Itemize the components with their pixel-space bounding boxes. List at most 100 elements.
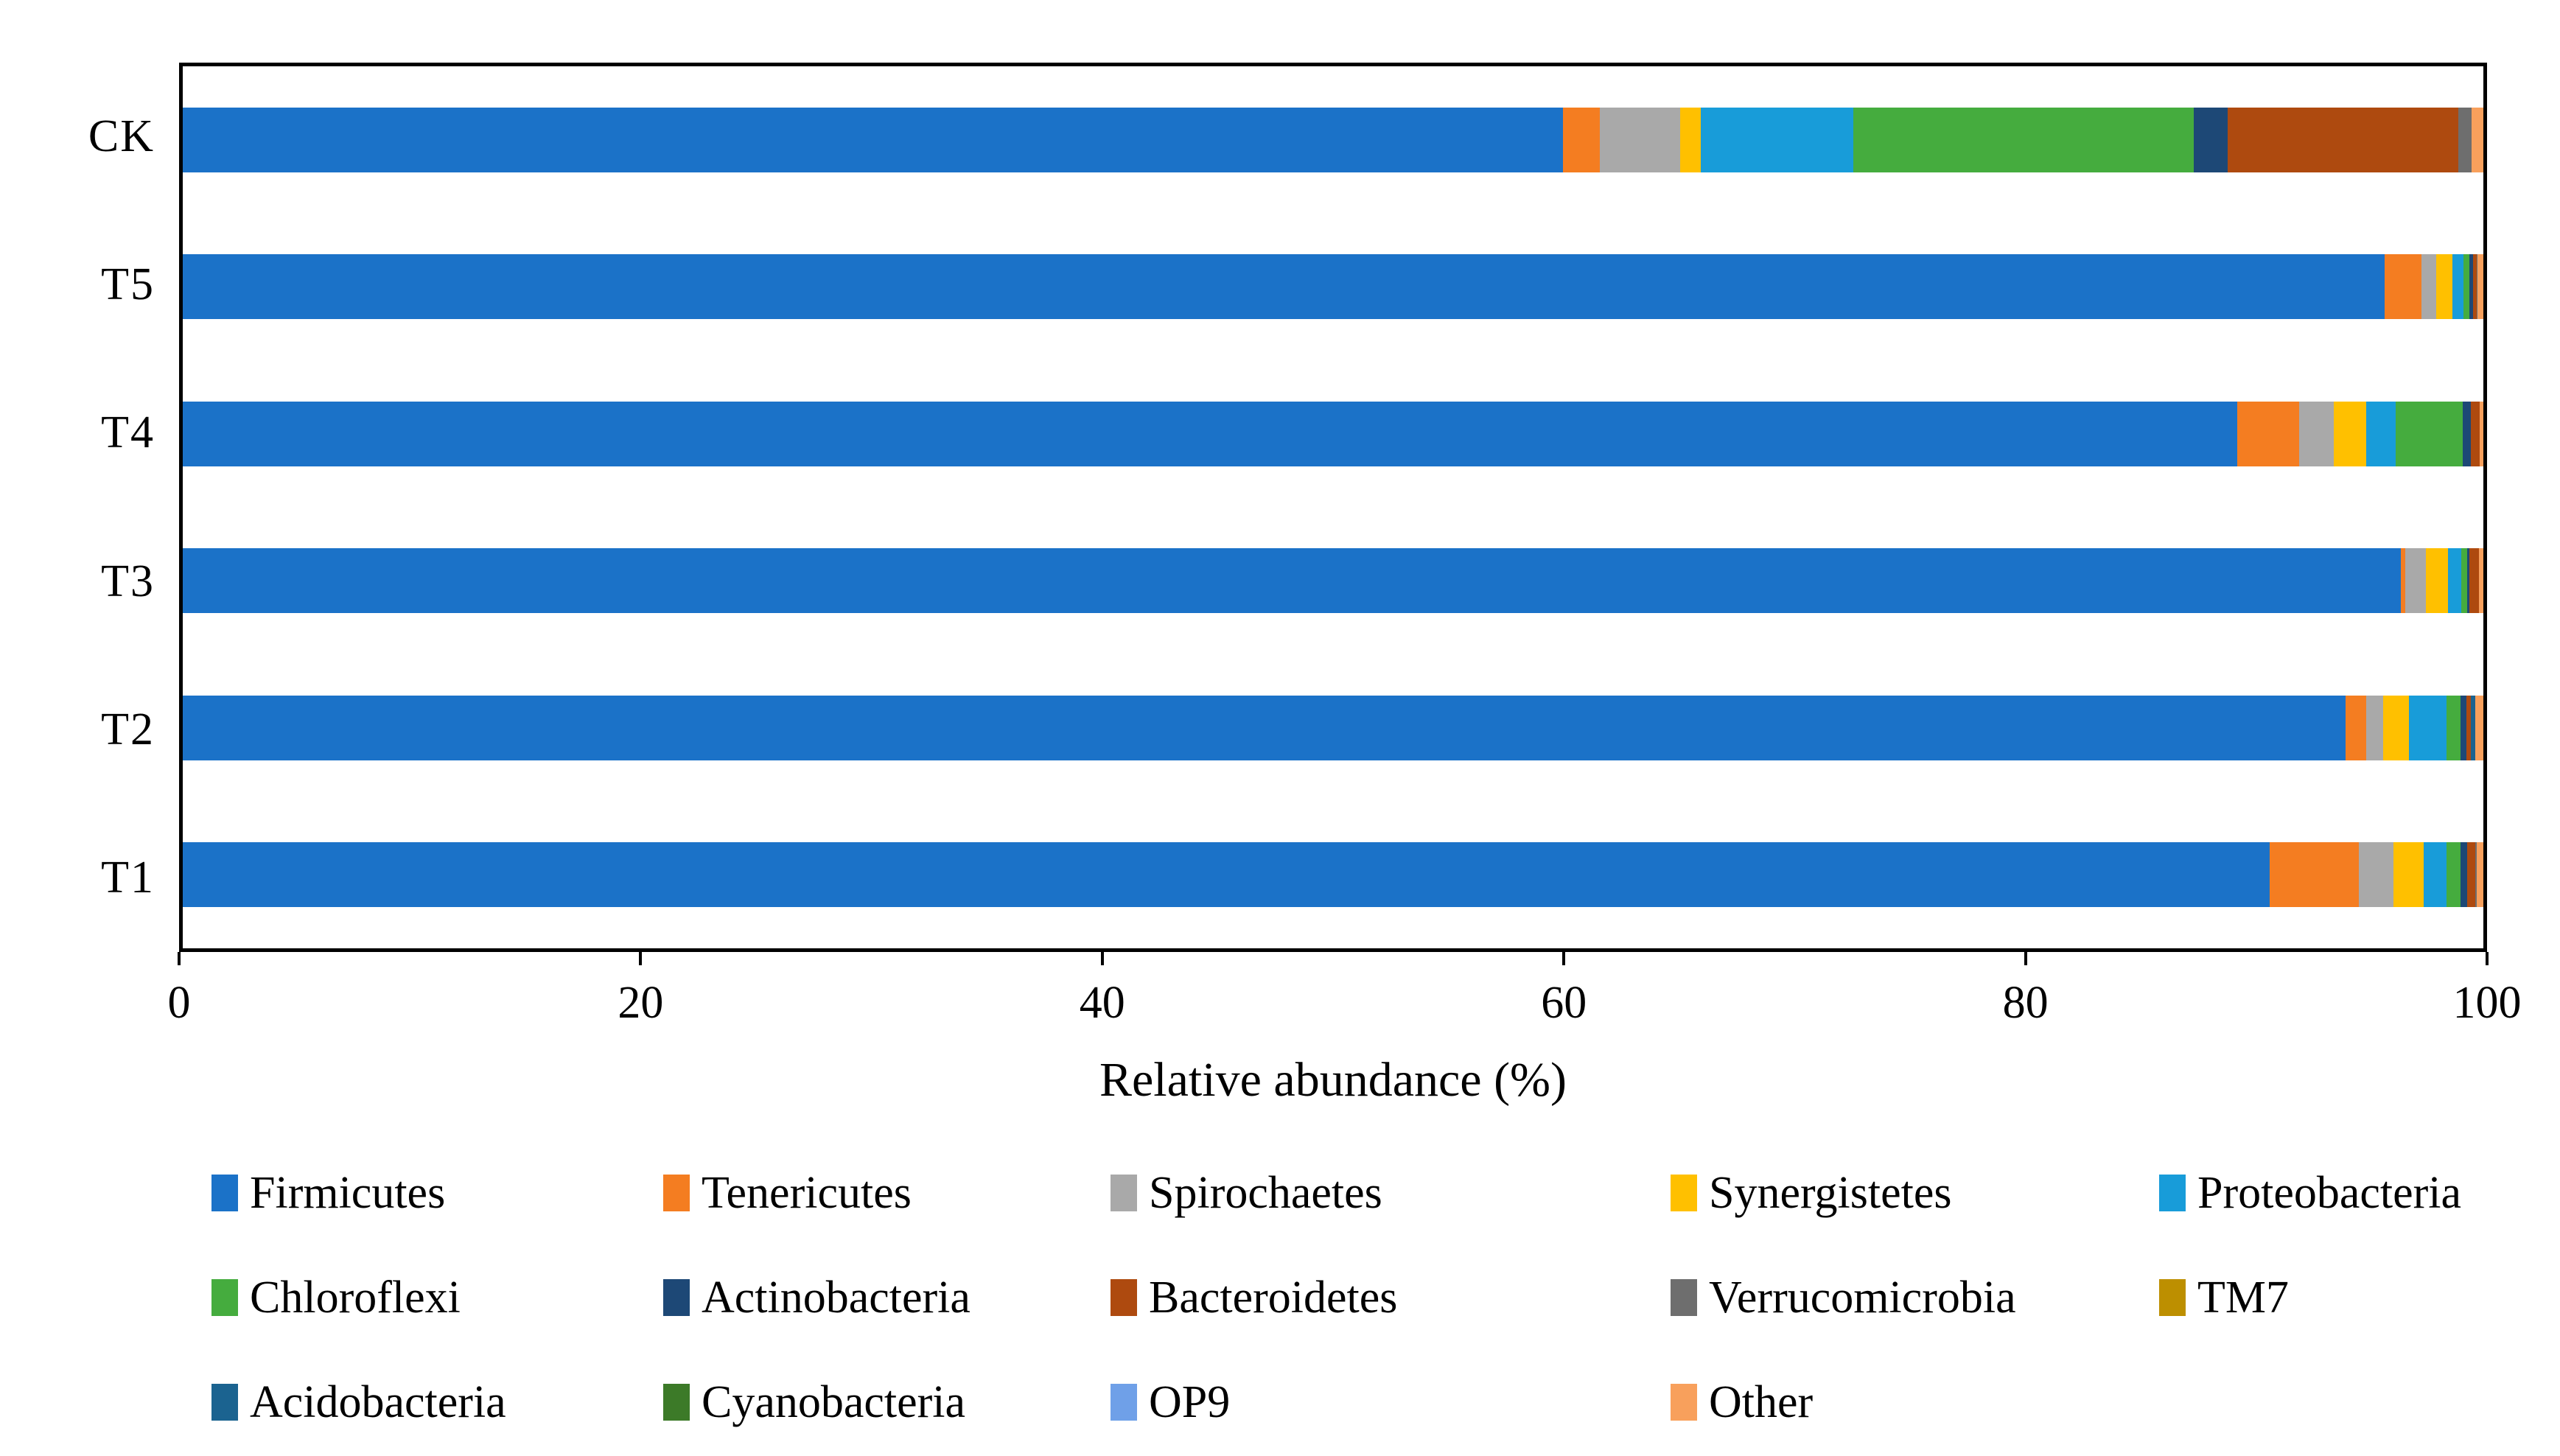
legend-label: Actinobacteria: [702, 1272, 971, 1323]
legend-swatch-acidobacteria: [211, 1384, 238, 1421]
bar-segment-other: [2477, 254, 2483, 320]
bar-segment-bacteroidetes: [2470, 401, 2480, 466]
x-tick-label-20: 20: [618, 978, 664, 1028]
bar-segment-bacteroidetes: [2472, 254, 2477, 320]
bar-row-t5: [183, 214, 2483, 361]
bar-row-t4: [183, 360, 2483, 508]
x-tick-label-40: 40: [1079, 978, 1125, 1028]
bar-segment-synergistetes: [2435, 254, 2452, 320]
legend-row: Chloroflexi Actinobacteria Bacteroidetes Ve…: [211, 1270, 2540, 1325]
bar-segment-tenericutes: [1563, 107, 1601, 172]
legend-item-spirochaetes: Spirochaetes: [1111, 1166, 1671, 1220]
legend: Firmicutes Tenericutes Spirochaetes Synergi…: [211, 1166, 2540, 1429]
bar-segment-spirochaetes: [2365, 695, 2384, 760]
bar-segment-bacteroidetes: [2466, 695, 2471, 760]
legend-item-bacteroidetes: Bacteroidetes: [1111, 1270, 1671, 1325]
legend-label: Spirochaetes: [1149, 1167, 1382, 1218]
legend-item-tenericutes: Tenericutes: [663, 1166, 1111, 1220]
legend-swatch-op9: [1111, 1384, 1137, 1421]
y-axis-label-t3: T3: [101, 556, 155, 606]
bar-ck: [183, 107, 2483, 172]
bar-segment-other: [2478, 548, 2483, 614]
legend-swatch-actinobacteria: [663, 1279, 690, 1316]
x-tick-label-80: 80: [2002, 978, 2049, 1028]
legend-swatch-other: [1671, 1384, 1697, 1421]
y-axis-labels: CK T5 T4 T3 T2 T1: [0, 63, 155, 952]
x-tick-mark-40: [1100, 952, 1104, 965]
bar-segment-actinobacteria: [2193, 107, 2228, 172]
bar-segment-firmicutes: [183, 842, 2270, 908]
legend-swatch-tenericutes: [663, 1175, 690, 1211]
bar-segment-actinobacteria: [2462, 401, 2471, 466]
bar-row-ck: [183, 66, 2483, 214]
legend-item-firmicutes: Firmicutes: [211, 1166, 663, 1220]
legend-label: Acidobacteria: [250, 1376, 506, 1427]
bar-row-t2: [183, 654, 2483, 802]
legend-label: Bacteroidetes: [1149, 1272, 1398, 1323]
bar-segment-chloroflexi: [2396, 401, 2463, 466]
x-tick-mark-80: [2024, 952, 2027, 965]
bar-segment-synergistetes: [2334, 401, 2366, 466]
bar-segment-acidobacteria: [2470, 695, 2475, 760]
bar-segment-actinobacteria: [2460, 695, 2466, 760]
y-axis-label-ck: CK: [88, 111, 155, 162]
legend-swatch-chloroflexi: [211, 1279, 238, 1316]
bar-segment-spirochaetes: [2359, 842, 2394, 908]
legend-swatch-firmicutes: [211, 1175, 238, 1211]
bar-segment-firmicutes: [183, 107, 1564, 172]
legend-swatch-bacteroidetes: [1111, 1279, 1137, 1316]
bar-segment-spirochaetes: [1600, 107, 1681, 172]
legend-item-verrucomicrobia: Verrucomicrobia: [1671, 1270, 2159, 1325]
legend-swatch-cyanobacteria: [663, 1384, 690, 1421]
legend-label: Cyanobacteria: [702, 1376, 966, 1427]
bar-t5: [183, 254, 2483, 320]
legend-label: Tenericutes: [702, 1167, 912, 1218]
bar-segment-bacteroidetes: [2228, 107, 2458, 172]
bar-segment-synergistetes: [2393, 842, 2424, 908]
legend-label: OP9: [1149, 1376, 1231, 1427]
x-tick-mark-0: [178, 952, 181, 965]
bar-segment-verrucomicrobia: [2475, 842, 2477, 908]
bar-segment-bacteroidetes: [2467, 842, 2476, 908]
bar-segment-proteobacteria: [2447, 548, 2462, 614]
bar-segment-proteobacteria: [2408, 695, 2447, 760]
legend-row: Firmicutes Tenericutes Spirochaetes Synergi…: [211, 1166, 2540, 1220]
legend-label: Chloroflexi: [250, 1272, 461, 1323]
bar-segment-synergistetes: [1680, 107, 1702, 172]
legend-label: Synergistetes: [1709, 1167, 1952, 1218]
bar-segment-verrucomicrobia: [2458, 107, 2472, 172]
legend-label: Firmicutes: [250, 1167, 446, 1218]
legend-swatch-proteobacteria: [2159, 1175, 2186, 1211]
bar-row-t3: [183, 508, 2483, 655]
bar-segment-chloroflexi: [2461, 548, 2468, 614]
bar-segment-proteobacteria: [1701, 107, 1853, 172]
bar-segment-tenericutes: [2345, 695, 2366, 760]
x-axis: 0 20 40 60 80 100: [168, 952, 2522, 1048]
x-tick-mark-100: [2486, 952, 2489, 965]
bar-segment-firmicutes: [183, 401, 2237, 466]
legend-swatch-tm7: [2159, 1279, 2186, 1316]
bar-segment-bacteroidetes: [2469, 548, 2479, 614]
y-axis-label-t2: T2: [101, 704, 155, 755]
bar-segment-actinobacteria: [2469, 254, 2473, 320]
bar-t3: [183, 548, 2483, 614]
bar-segment-synergistetes: [2383, 695, 2409, 760]
legend-item-acidobacteria: Acidobacteria: [211, 1375, 663, 1429]
legend-item-proteobacteria: Proteobacteria: [2159, 1166, 2540, 1220]
bar-segment-proteobacteria: [2365, 401, 2396, 466]
plot-area: [179, 63, 2487, 952]
legend-item-tm7: TM7: [2159, 1270, 2540, 1325]
bar-segment-actinobacteria: [2467, 548, 2470, 614]
x-axis-title: Relative abundance (%): [1099, 1053, 1567, 1107]
bar-segment-spirochaetes: [2405, 548, 2426, 614]
legend-swatch-synergistetes: [1671, 1175, 1697, 1211]
legend-item-chloroflexi: Chloroflexi: [211, 1270, 663, 1325]
bar-segment-firmicutes: [183, 695, 2346, 760]
bar-segment-actinobacteria: [2460, 842, 2468, 908]
legend-swatch-spirochaetes: [1111, 1175, 1137, 1211]
legend-label: TM7: [2197, 1272, 2289, 1323]
bar-segment-other: [2475, 695, 2483, 760]
bar-segment-proteobacteria: [2452, 254, 2464, 320]
legend-label: Other: [1709, 1376, 1814, 1427]
